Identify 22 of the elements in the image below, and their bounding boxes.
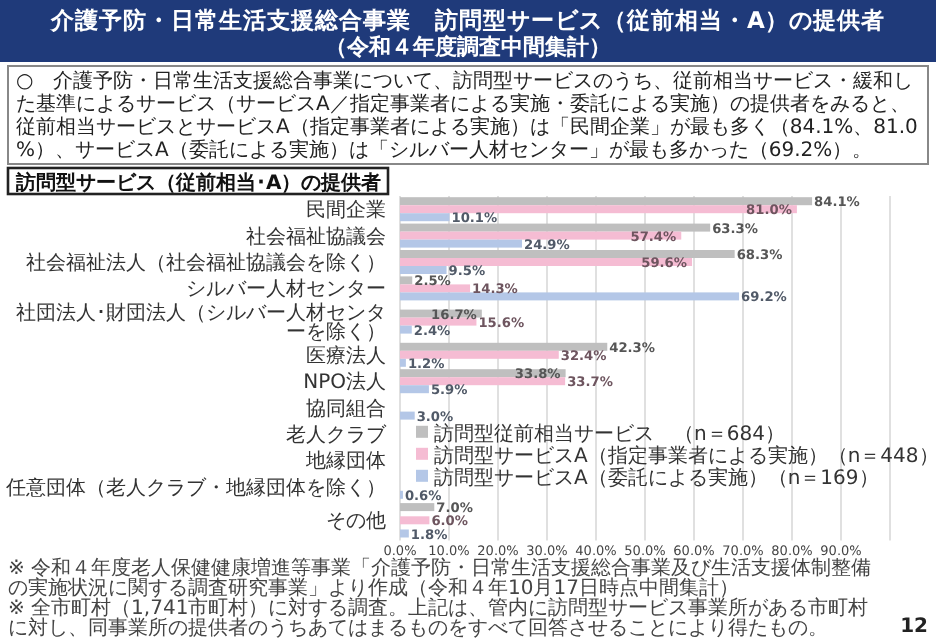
y-tick-label: 医療法人 bbox=[306, 343, 386, 368]
y-tick-label: NPO法人 bbox=[303, 370, 386, 395]
legend-label: 訪問型サービスA（指定事業者による実施）（n＝448） bbox=[434, 443, 936, 468]
y-tick-label: 協同組合 bbox=[306, 396, 386, 421]
chart-subtitle: （令和４年度調査中間集計） bbox=[325, 34, 611, 60]
y-tick-label: 社会福祉法人（社会福祉協議会を除く） bbox=[26, 251, 386, 275]
text: ※ 令和４年度老人保健健康増進等事業「介護予防・日常生活支援総合事業及び生活支援体制整備の実施状況に関する調査研究事業」より作成（令和４年10月17日時点中間集計） bbox=[8, 555, 872, 600]
text: ※ 全市町村（1,741市町村）に対する調査。上記は、管内に訪問型サービス事業所がある市町村に対し、同事業所の提供者のうちあてはまるものをすべて回答させることにより得たもの。 bbox=[8, 595, 869, 640]
y-tick-label: 老人クラブ bbox=[286, 423, 388, 447]
text: 12 bbox=[900, 616, 929, 638]
y-tick-label: 社会福祉協議会 bbox=[246, 224, 386, 249]
y-tick-label: シルバー人材センター bbox=[186, 277, 386, 302]
chart-title: 介護予防・日常生活支援総合事業 訪問型サービス（従前相当・A）の提供者 bbox=[49, 6, 885, 34]
y-tick-label: 民間企業 bbox=[306, 198, 386, 223]
text: 訪問型サービス（従前相当･A）の提供者 bbox=[14, 171, 382, 195]
summary: ○ 介護予防・日常生活支援総合事業について、訪問型サービスのうち、従前相当サービス・緩和した基準によるサービス（サービスA／指定事業者による実施・委託による実施）の提供者をみると、従前相当サービスとサービスA（指定事業者による実施）は「民間企業」が最も多く（84.1%、81.0%）、サービスA（委託による実施）は「シルバー人材センター」が最も多かった（69.2%）。 bbox=[7, 65, 929, 165]
legend-label: 訪問型従前相当サービス （n＝684） bbox=[434, 421, 785, 446]
y-tick-label: 任意団体（老人クラブ・地縁団体を除く） bbox=[4, 475, 386, 500]
legend-label: 訪問型サービスA（委託による実施）（n＝169） bbox=[434, 465, 879, 490]
y-tick-label: その他 bbox=[326, 509, 386, 534]
y-tick-label: 社団法人･財団法人（シルバー人材センターを除く） bbox=[16, 301, 386, 345]
y-tick-label: 地縁団体 bbox=[304, 449, 386, 474]
